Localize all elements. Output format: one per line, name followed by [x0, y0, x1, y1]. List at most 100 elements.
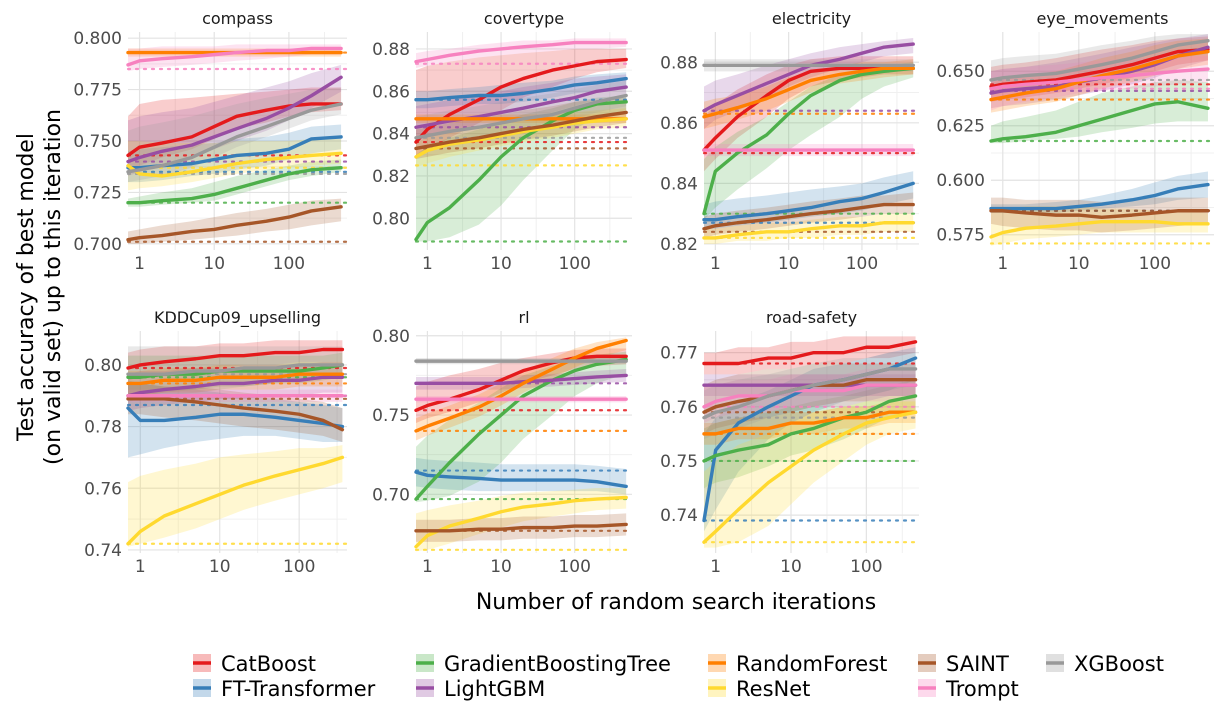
legend-label: XGBoost — [1074, 652, 1164, 676]
x-tick-label: 1 — [135, 557, 146, 577]
series-line-saint — [989, 209, 1210, 220]
y-tick-label: 0.86 — [660, 114, 698, 134]
ribbon-xgboost — [128, 87, 342, 183]
ribbon-randomforest — [416, 337, 627, 441]
legend-item-lightgbm: LightGBM — [416, 677, 545, 701]
ribbon-catboost — [416, 48, 627, 159]
legend-label: GradientBoostingTree — [444, 652, 671, 676]
legend-item-gradientboostingtree: GradientBoostingTree — [416, 652, 671, 676]
y-tick-label: 0.700 — [73, 235, 122, 255]
x-tick-label: 100 — [850, 557, 882, 577]
series-line-gradientboostingtree — [989, 100, 1210, 143]
y-tick-label: 0.80 — [372, 327, 410, 347]
x-tick-label: 10 — [1068, 254, 1090, 274]
ribbon-gradientboostingtree — [704, 62, 914, 220]
legend-label: LightGBM — [444, 677, 545, 701]
ribbon-catboost — [128, 340, 343, 381]
legend-label: FT-Transformer — [221, 677, 376, 701]
x-tick-label: 100 — [283, 557, 315, 577]
ribbon-gradientboostingtree — [416, 95, 627, 242]
series-line-saint — [414, 522, 628, 533]
legend-item-trompt: Trompt — [918, 677, 1019, 701]
panel-covertype: covertype 0.80 0.82 0.84 0.86 0.88 1 10 100 — [372, 9, 634, 274]
legend-item-randomforest: RandomForest — [708, 652, 887, 676]
series-line-ft-transformer — [126, 406, 345, 429]
legend-label: Trompt — [945, 677, 1019, 701]
series-line-trompt — [414, 40, 628, 64]
y-tick-label: 0.75 — [372, 406, 410, 426]
legend-label: RandomForest — [736, 652, 887, 676]
x-tick-label: 10 — [490, 254, 512, 274]
y-tick-label: 0.77 — [660, 344, 698, 364]
ribbon-ft-transformer — [416, 457, 627, 495]
y-tick-label: 0.82 — [372, 167, 410, 187]
series-line-resnet — [989, 219, 1210, 239]
ribbon-catboost — [416, 348, 627, 423]
series-line-xgboost — [702, 367, 918, 420]
series-line-lightgbm — [126, 75, 343, 164]
series-line-randomforest — [702, 410, 918, 436]
y-axis-title-line2: (on valid set) up to this iteration — [41, 109, 66, 465]
series-line-xgboost — [989, 39, 1210, 82]
legend-item-ft-transformer: FT-Transformer — [193, 677, 376, 701]
ribbon-lightgbm — [704, 38, 914, 129]
y-tick-label: 0.74 — [660, 506, 698, 526]
ribbon-catboost — [704, 336, 916, 375]
ribbon-saint — [991, 197, 1208, 233]
y-tick-label: 0.75 — [660, 452, 698, 472]
legend-item-saint: SAINT — [918, 652, 1009, 676]
series-line-xgboost — [414, 93, 628, 140]
x-tick-label: 10 — [203, 254, 225, 274]
legend-label: SAINT — [946, 652, 1009, 676]
series-line-gradientboostingtree — [702, 394, 918, 463]
ribbon-ft-transformer — [128, 124, 342, 183]
ribbon-resnet — [416, 487, 627, 552]
x-tick-label: 10 — [209, 557, 231, 577]
series-line-lightgbm — [126, 375, 345, 398]
ribbon-ft-transformer — [416, 72, 627, 109]
series-line-catboost — [989, 47, 1210, 89]
series-line-ft-transformer — [414, 76, 628, 102]
x-tick-label: 1 — [134, 254, 145, 274]
ribbon-lightgbm — [416, 74, 627, 138]
ribbon-ft-transformer — [704, 347, 916, 532]
y-tick-label: 0.78 — [84, 418, 122, 438]
panel-road-safety: road-safety 0.74 0.75 0.76 0.77 1 10 100 — [660, 308, 921, 577]
series-line-resnet — [414, 117, 628, 159]
series-line-saint — [414, 110, 628, 151]
series-line-randomforest — [702, 66, 915, 119]
panel-rl: rl 0.70 0.75 0.80 1 10 100 — [372, 308, 634, 577]
series-line-gradientboostingtree — [126, 166, 343, 205]
panel-kddcup09-upselling: KDDCup09_upselling 0.74 0.76 0.78 0.80 1 10 100 — [84, 308, 349, 577]
ribbon-resnet — [991, 206, 1208, 246]
series-line-lightgbm — [414, 85, 628, 129]
y-tick-label: 0.80 — [372, 209, 410, 229]
x-tick-label: 1 — [710, 254, 721, 274]
x-tick-label: 1 — [422, 557, 433, 577]
series-line-ft-transformer — [989, 182, 1210, 211]
x-tick-label: 10 — [780, 557, 802, 577]
y-tick-label: 0.76 — [660, 398, 698, 418]
series-line-resnet — [126, 151, 343, 178]
y-tick-label: 0.76 — [84, 479, 122, 499]
panel-electricity: electricity 0.82 0.84 0.86 0.88 1 10 100 — [660, 9, 921, 274]
series-line-lightgbm — [702, 42, 915, 113]
x-tick-label: 100 — [1139, 254, 1171, 274]
series-line-randomforest — [414, 338, 628, 433]
series-line-randomforest — [126, 372, 345, 386]
legend-label: ResNet — [736, 677, 810, 701]
series-line-saint — [702, 202, 915, 231]
panel-title: road-safety — [766, 308, 857, 327]
series-line-xgboost — [126, 102, 343, 174]
x-tick-label: 100 — [558, 557, 590, 577]
series-line-catboost — [126, 347, 345, 370]
series-line-catboost — [702, 340, 918, 366]
ribbon-ft-transformer — [991, 171, 1208, 213]
y-axis-title-line1: Test accuracy of best model — [14, 133, 39, 442]
y-tick-label: 0.82 — [660, 235, 698, 255]
x-tick-label: 10 — [490, 557, 512, 577]
ribbon-gradientboostingtree — [991, 79, 1208, 144]
